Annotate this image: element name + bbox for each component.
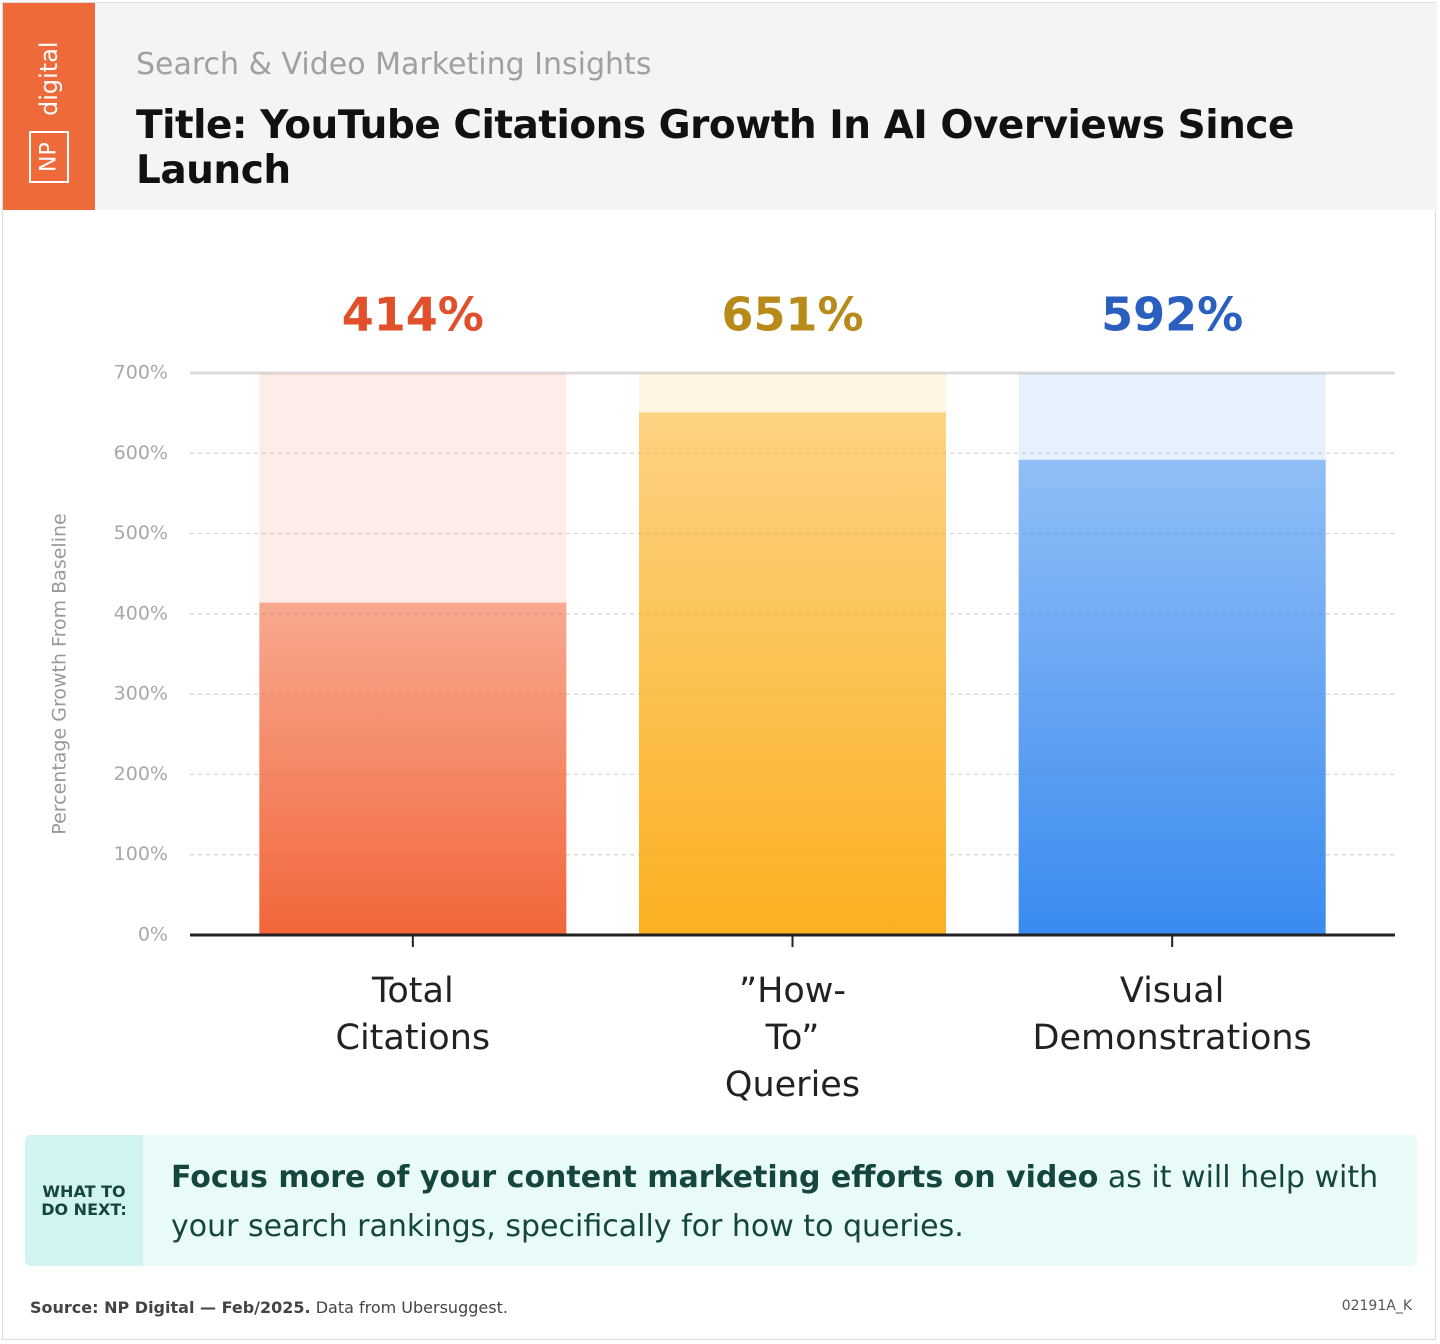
value-label: 414% (342, 288, 484, 342)
subtitle: Search & Video Marketing Insights (136, 47, 652, 82)
x-tick-label: Visual Demonstrations (1032, 971, 1312, 1058)
y-tick-label: 0% (138, 924, 168, 946)
callout: WHAT TO DO NEXT: Focus more of your cont… (25, 1135, 1417, 1266)
bar (1018, 459, 1326, 935)
bar (259, 602, 567, 935)
callout-tag-text: WHAT TO DO NEXT: (41, 1181, 127, 1219)
callout-bold: Focus more of your content marketing eff… (171, 1160, 1099, 1195)
x-tick-label: Total Citations (335, 971, 491, 1058)
source: Source: NP Digital — Feb/2025. Data from… (30, 1298, 508, 1317)
chart-title: Title: YouTube Citations Growth In AI Ov… (136, 103, 1294, 193)
source-text: Data from Ubersuggest. (310, 1298, 508, 1317)
y-tick-label: 700% (114, 362, 168, 384)
callout-tag: WHAT TO DO NEXT: (25, 1135, 143, 1266)
callout-rest: as it will help with your search ranking… (171, 1160, 1379, 1244)
y-axis-label: Percentage Growth From Baseline (49, 513, 71, 834)
y-tick-label: 500% (114, 522, 168, 544)
header: digital NP Search & Video Marketing Insi… (3, 3, 1437, 210)
source-bold: Source: NP Digital — Feb/2025. (30, 1298, 311, 1317)
value-label: 651% (721, 288, 863, 342)
bar (639, 412, 946, 936)
logo: digital NP (3, 3, 95, 210)
y-tick-label: 200% (114, 763, 168, 785)
y-tick-label: 600% (114, 442, 168, 464)
value-label: 592% (1101, 288, 1243, 342)
y-tick-label: 100% (114, 843, 168, 865)
y-tick-label: 300% (114, 683, 168, 705)
y-tick-label: 400% (114, 602, 168, 624)
code: 02191A_K (1341, 1298, 1412, 1314)
callout-text: Focus more of your content marketing eff… (171, 1153, 1401, 1251)
x-tick-label: ”How-To” Queries (724, 971, 861, 1105)
